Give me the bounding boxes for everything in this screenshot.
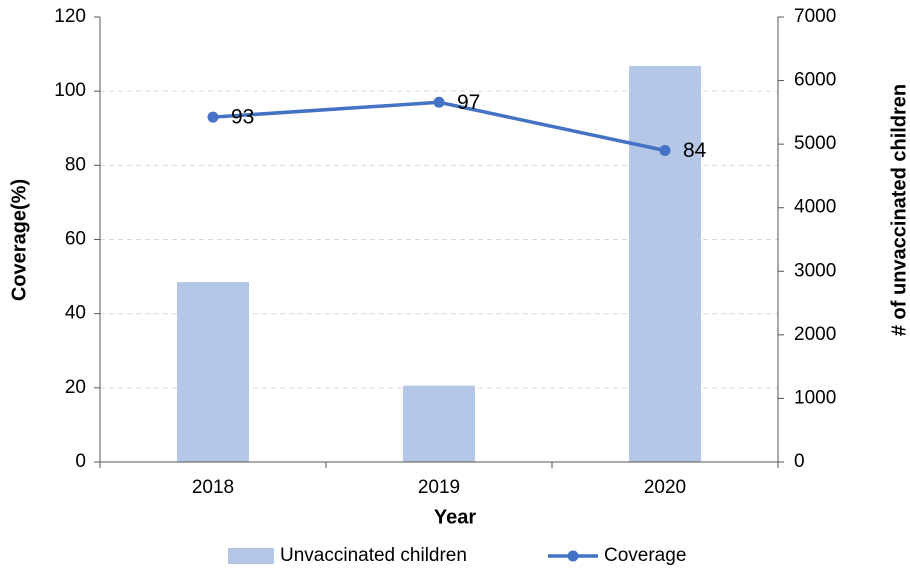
bar [629,65,701,462]
line [212,100,666,153]
x-tick-label: 2018 [192,477,234,498]
legend-label: Coverage [604,545,686,566]
y2-tick-label: 5000 [794,133,836,154]
x-axis-title: Year [434,506,476,528]
legend-swatch [228,548,274,564]
x-tick-label: 2020 [644,477,686,498]
legend-label: Unvaccinated children [280,545,467,566]
line-point [433,96,445,108]
y2-tick-label: 3000 [794,260,836,281]
line-point [659,145,671,156]
y-tick-label: 20 [65,377,86,398]
y-tick-label: 40 [65,303,86,324]
y2-axis-title: # of unvaccinated children [888,84,910,336]
bar [403,385,475,462]
y2-tick-label: 0 [794,451,805,472]
y-tick-label: 100 [54,80,86,101]
y-axis-title: Coverage(%) [8,179,30,301]
line-point [207,111,219,123]
x-tick-label: 2019 [418,477,460,498]
y2-tick-label: 6000 [794,70,836,91]
y-tick-label: 80 [65,154,86,175]
y-tick-label: 120 [54,6,86,27]
legend-marker [567,550,579,562]
y2-tick-label: 1000 [794,387,836,408]
y2-tick-label: 7000 [794,6,836,27]
y2-tick-label: 4000 [794,197,836,218]
data-label: 93 [231,106,254,129]
bar [177,282,249,462]
y-tick-label: 0 [75,451,86,472]
data-label: 97 [457,91,480,114]
y-tick-label: 60 [65,229,86,250]
data-label: 84 [683,139,707,162]
y2-tick-label: 2000 [794,324,836,345]
